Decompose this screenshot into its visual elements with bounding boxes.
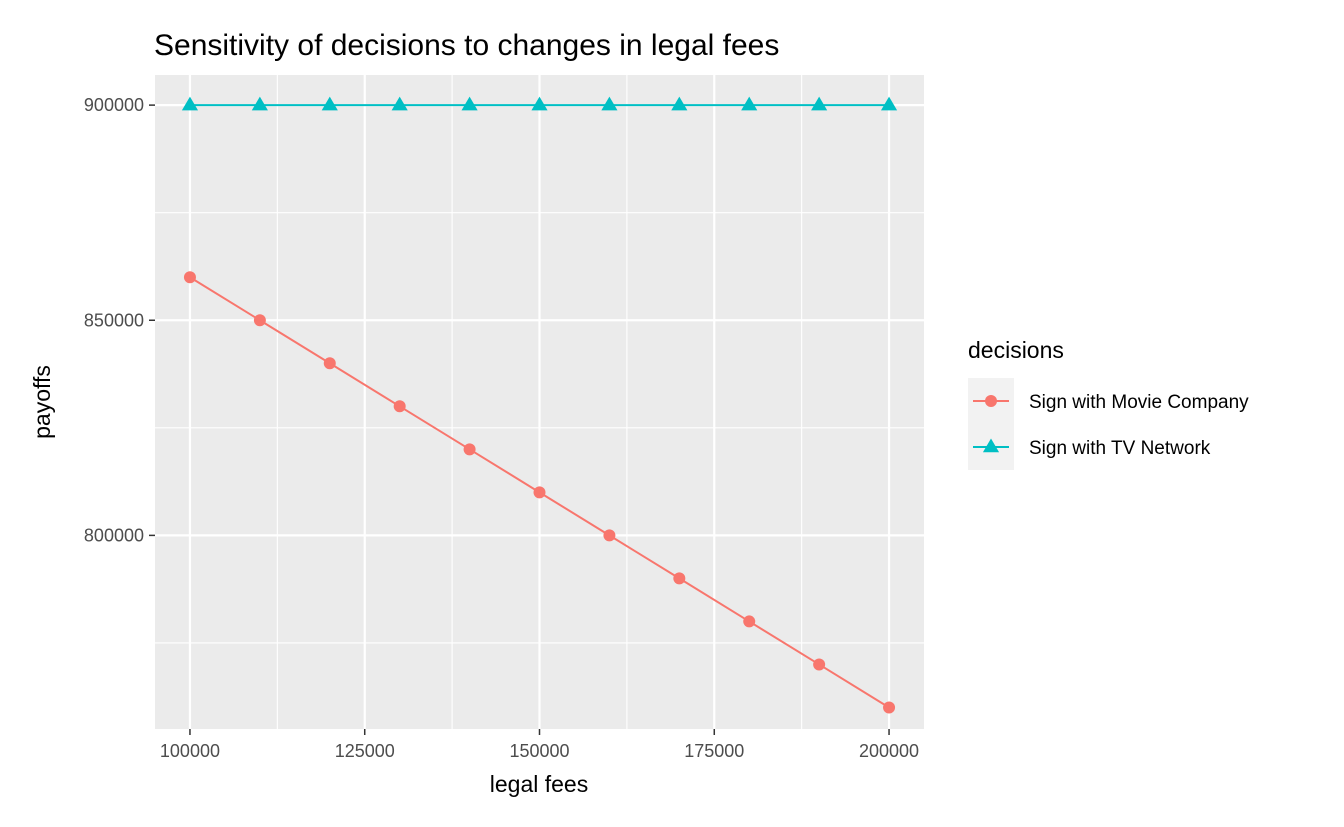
legend-items: Sign with Movie Company Sign with TV Netw… [968, 378, 1249, 470]
y-tick-label: 850000 [84, 310, 144, 330]
data-point [671, 96, 688, 111]
series-layer [181, 96, 898, 714]
data-point [813, 658, 826, 671]
y-tick-label: 800000 [84, 525, 144, 545]
data-point [183, 271, 196, 284]
data-point [531, 96, 548, 111]
data-point [743, 615, 756, 628]
x-tick-label: 100000 [160, 741, 220, 761]
data-point [533, 486, 546, 499]
y-tick-label: 900000 [84, 95, 144, 115]
x-axis-title: legal fees [490, 771, 588, 797]
legend-item: Sign with TV Network [968, 424, 1211, 470]
data-point [811, 96, 828, 111]
y-axis-title: payoffs [29, 365, 55, 439]
x-tick-label: 175000 [684, 741, 744, 761]
data-point [880, 96, 898, 111]
data-point [391, 96, 408, 111]
legend-key-marker [985, 395, 997, 407]
data-point [463, 443, 476, 456]
series-2 [181, 96, 898, 111]
data-point [673, 572, 686, 585]
data-point [393, 400, 406, 413]
data-point [321, 96, 338, 111]
y-axis-ticks: 800000 850000 900000 [84, 95, 155, 545]
data-point [603, 529, 616, 542]
data-point [251, 96, 268, 111]
x-tick-label: 150000 [509, 741, 569, 761]
x-axis-ticks: 100000 125000 150000 175000 200000 [160, 729, 919, 761]
data-point [883, 701, 896, 714]
legend-key-marker [982, 438, 1000, 453]
data-point [601, 96, 618, 111]
legend-item: Sign with Movie Company [968, 378, 1249, 424]
data-point [181, 96, 199, 111]
x-tick-label: 125000 [335, 741, 395, 761]
chart-title: Sensitivity of decisions to changes in l… [154, 29, 779, 62]
series-1 [183, 271, 896, 714]
legend-label: Sign with TV Network [1029, 438, 1211, 459]
legend-label: Sign with Movie Company [1029, 392, 1249, 413]
data-point [461, 96, 478, 111]
x-tick-label: 200000 [859, 741, 919, 761]
data-point [741, 96, 758, 111]
data-point [323, 357, 336, 370]
data-point [253, 314, 266, 327]
legend-title: decisions [968, 337, 1064, 363]
